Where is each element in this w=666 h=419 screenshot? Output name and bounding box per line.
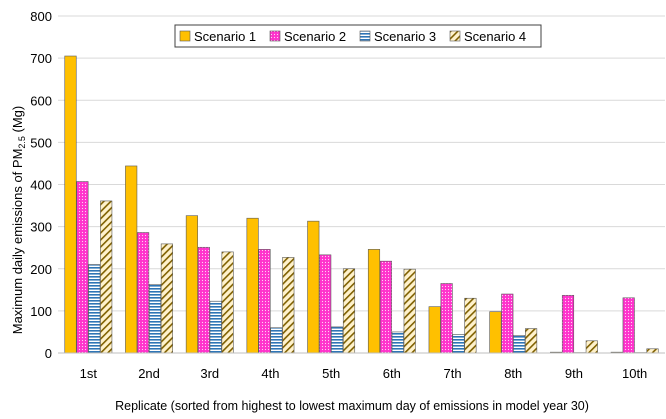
bar-scenario-3-2nd [148,284,162,354]
legend: Scenario 1 Scenario 2 Scenario 3 Scenario 4 [174,24,542,48]
bar-scenario-1-2nd [125,165,138,354]
bar-scenario-2-1st [76,181,89,354]
bar-scenario-1-5th [307,220,320,354]
bar-scenario-1-4th [246,217,259,354]
bar-scenario-3-3rd [209,300,222,354]
bar-scenario-4-4th [282,257,295,354]
bar-scenario-3-7th [452,334,465,354]
x-tick-label: 5th [322,366,340,381]
legend-label: Scenario 3 [374,29,436,44]
bar-scenario-1-8th [489,311,502,354]
x-tick-label: 9th [565,366,583,381]
bar-scenario-4-10th [646,348,659,354]
bar-scenario-1-3rd [185,215,198,354]
x-axis-ticks: 1st 2nd 3rd 4th 5th 6th 7th 8th 9th 10th [80,366,648,381]
x-tick-label: 7th [444,366,462,381]
bar-scenario-2-8th [501,293,514,354]
x-tick-label: 2nd [138,366,160,381]
bar-scenario-3-8th [513,335,526,354]
y-axis-label-main: Maximum daily emissions of PM [10,149,25,335]
bar-scenario-2-5th [319,254,332,354]
gridlines [58,15,665,312]
y-tick-label: 200 [30,262,52,277]
legend-swatch [449,30,461,42]
bar-scenario-2-7th [440,283,453,354]
y-tick-label: 0 [45,346,52,361]
bar-scenario-3-5th [331,326,344,354]
bar-scenario-3-1st [88,264,101,354]
bar-scenario-4-9th [585,340,598,354]
y-tick-label: 100 [30,304,52,319]
y-axis-label: Maximum daily emissions of PM2.5 (Mg) [10,106,27,335]
y-tick-label: 600 [30,93,52,108]
x-axis-label: Replicate (sorted from highest to lowest… [115,399,589,413]
bar-scenario-2-9th [561,294,575,354]
x-tick-label: 3rd [200,366,219,381]
bar-scenario-4-7th [464,297,477,354]
bar-scenario-4-8th [525,328,538,354]
legend-label: Scenario 1 [194,29,256,44]
bar-scenario-3-6th [391,331,404,354]
y-tick-label: 400 [30,178,52,193]
bar-scenario-4-3rd [221,251,234,354]
bar-scenario-2-4th [258,249,271,354]
x-tick-label: 1st [80,366,98,381]
bar-scenario-2-3rd [197,246,210,354]
x-tick-label: 6th [383,366,401,381]
legend-swatch [359,30,371,42]
legend-label: Scenario 2 [284,29,346,44]
bar-scenario-1-1st [64,55,77,354]
y-axis-label-subscript: 2.5 [17,136,27,149]
legend-swatch [179,30,191,42]
bar-scenario-3-4th [270,327,283,354]
x-tick-label: 10th [622,366,647,381]
bar-scenario-1-7th [428,306,441,354]
legend-label: Scenario 4 [464,29,526,44]
y-axis-ticks: 0 100 200 300 400 500 600 700 800 [30,9,52,361]
x-tick-label: 4th [261,366,279,381]
bar-scenario-4-2nd [160,243,173,354]
y-tick-label: 500 [30,135,52,150]
legend-frame [174,24,542,48]
bar-scenario-4-5th [342,268,356,354]
legend-swatch [269,30,281,42]
bar-scenario-2-10th [622,297,635,354]
y-tick-label: 300 [30,220,52,235]
bar-scenario-1-6th [367,249,381,354]
bar-scenario-4-1st [100,200,113,354]
bar-scenario-4-6th [403,268,416,354]
y-tick-label: 800 [30,9,52,24]
x-tick-label: 8th [504,366,522,381]
y-tick-label: 700 [30,51,52,66]
bar-scenario-2-6th [379,260,392,354]
y-axis-label-unit: (Mg) [10,106,25,136]
bar-scenario-2-2nd [137,232,150,354]
